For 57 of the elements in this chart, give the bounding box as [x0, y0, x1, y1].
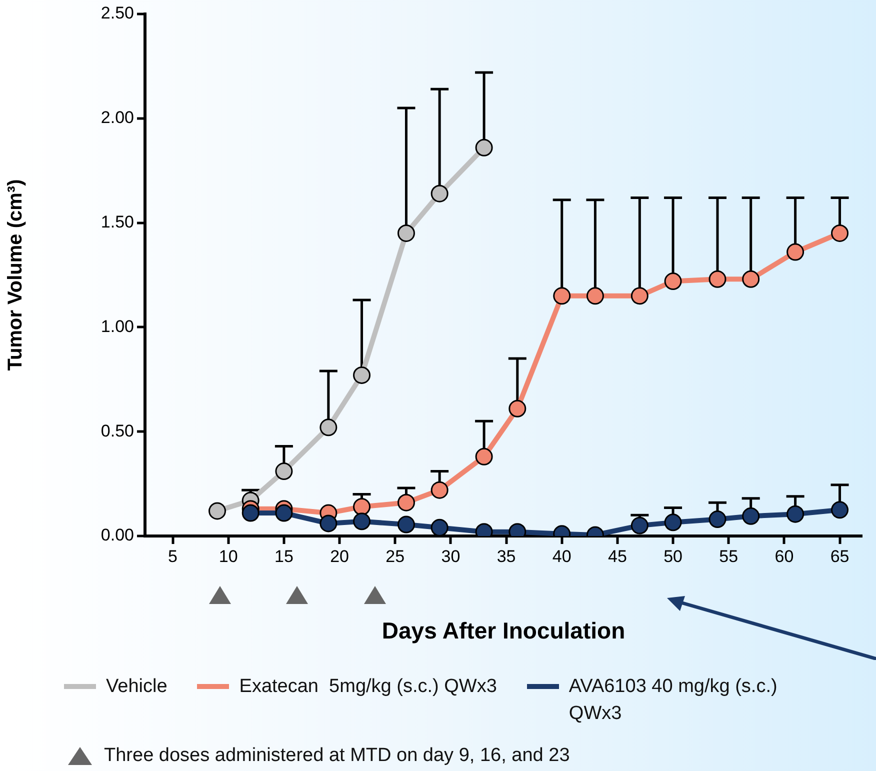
y-tick-label: 1.00 — [100, 316, 134, 336]
point — [208, 502, 226, 520]
legend-label: AVA6103 40 mg/kg (s.c.) QWx3 — [568, 675, 778, 726]
point — [475, 448, 493, 466]
point — [320, 514, 338, 532]
x-tick-label: 15 — [274, 546, 294, 566]
x-tick-label: 45 — [608, 546, 627, 566]
x-tick-label: 10 — [218, 546, 238, 566]
point — [553, 287, 571, 305]
point — [353, 498, 371, 516]
y-tick-label: 2.50 — [100, 4, 134, 23]
point — [275, 504, 293, 522]
point — [397, 224, 415, 242]
text: Three doses administered at MTD on day 9, 16, and 23 — [104, 745, 570, 767]
point — [430, 184, 448, 202]
y-axis-title: Tumor Volume (cm³) — [4, 179, 27, 371]
point — [630, 287, 648, 305]
point — [664, 514, 682, 532]
x-tick-label: 60 — [774, 546, 794, 566]
point — [242, 504, 260, 522]
point — [353, 366, 371, 384]
x-tick-label: 20 — [330, 546, 349, 566]
legend-label: Exatecan 5mg/kg (s.c.) QWx3 — [239, 675, 497, 699]
point — [630, 516, 648, 534]
y-tick-label: 0.00 — [100, 526, 134, 545]
point — [786, 505, 804, 523]
point — [397, 516, 415, 534]
point — [275, 462, 293, 480]
y-tick-label: 2.00 — [100, 108, 134, 128]
point — [586, 287, 604, 305]
point — [475, 138, 493, 156]
point — [430, 481, 448, 499]
point — [320, 418, 338, 436]
point — [708, 270, 726, 288]
x-tick-label: 65 — [830, 546, 850, 566]
point — [831, 224, 849, 242]
point — [708, 510, 726, 528]
x-tick-label: 55 — [719, 546, 738, 566]
y-tick-label: 0.50 — [100, 421, 134, 440]
x-tick-label: 35 — [496, 546, 516, 566]
point — [831, 501, 849, 519]
x-tick-label: 50 — [664, 546, 682, 566]
point — [664, 272, 682, 290]
legend-label: Vehicle — [106, 675, 168, 699]
point — [742, 270, 760, 288]
x-axis-title: Days After Inoculation — [382, 618, 626, 644]
point — [430, 518, 448, 536]
point — [397, 494, 415, 512]
x-tick-label: 25 — [386, 546, 405, 566]
x-tick-label: 30 — [441, 546, 460, 566]
y-tick-label: 1.50 — [100, 212, 134, 232]
point — [786, 243, 804, 261]
x-tick-label: 5 — [168, 546, 178, 566]
point — [508, 400, 526, 418]
x-tick-label: 40 — [552, 546, 572, 566]
point — [353, 512, 371, 530]
point — [742, 507, 760, 525]
